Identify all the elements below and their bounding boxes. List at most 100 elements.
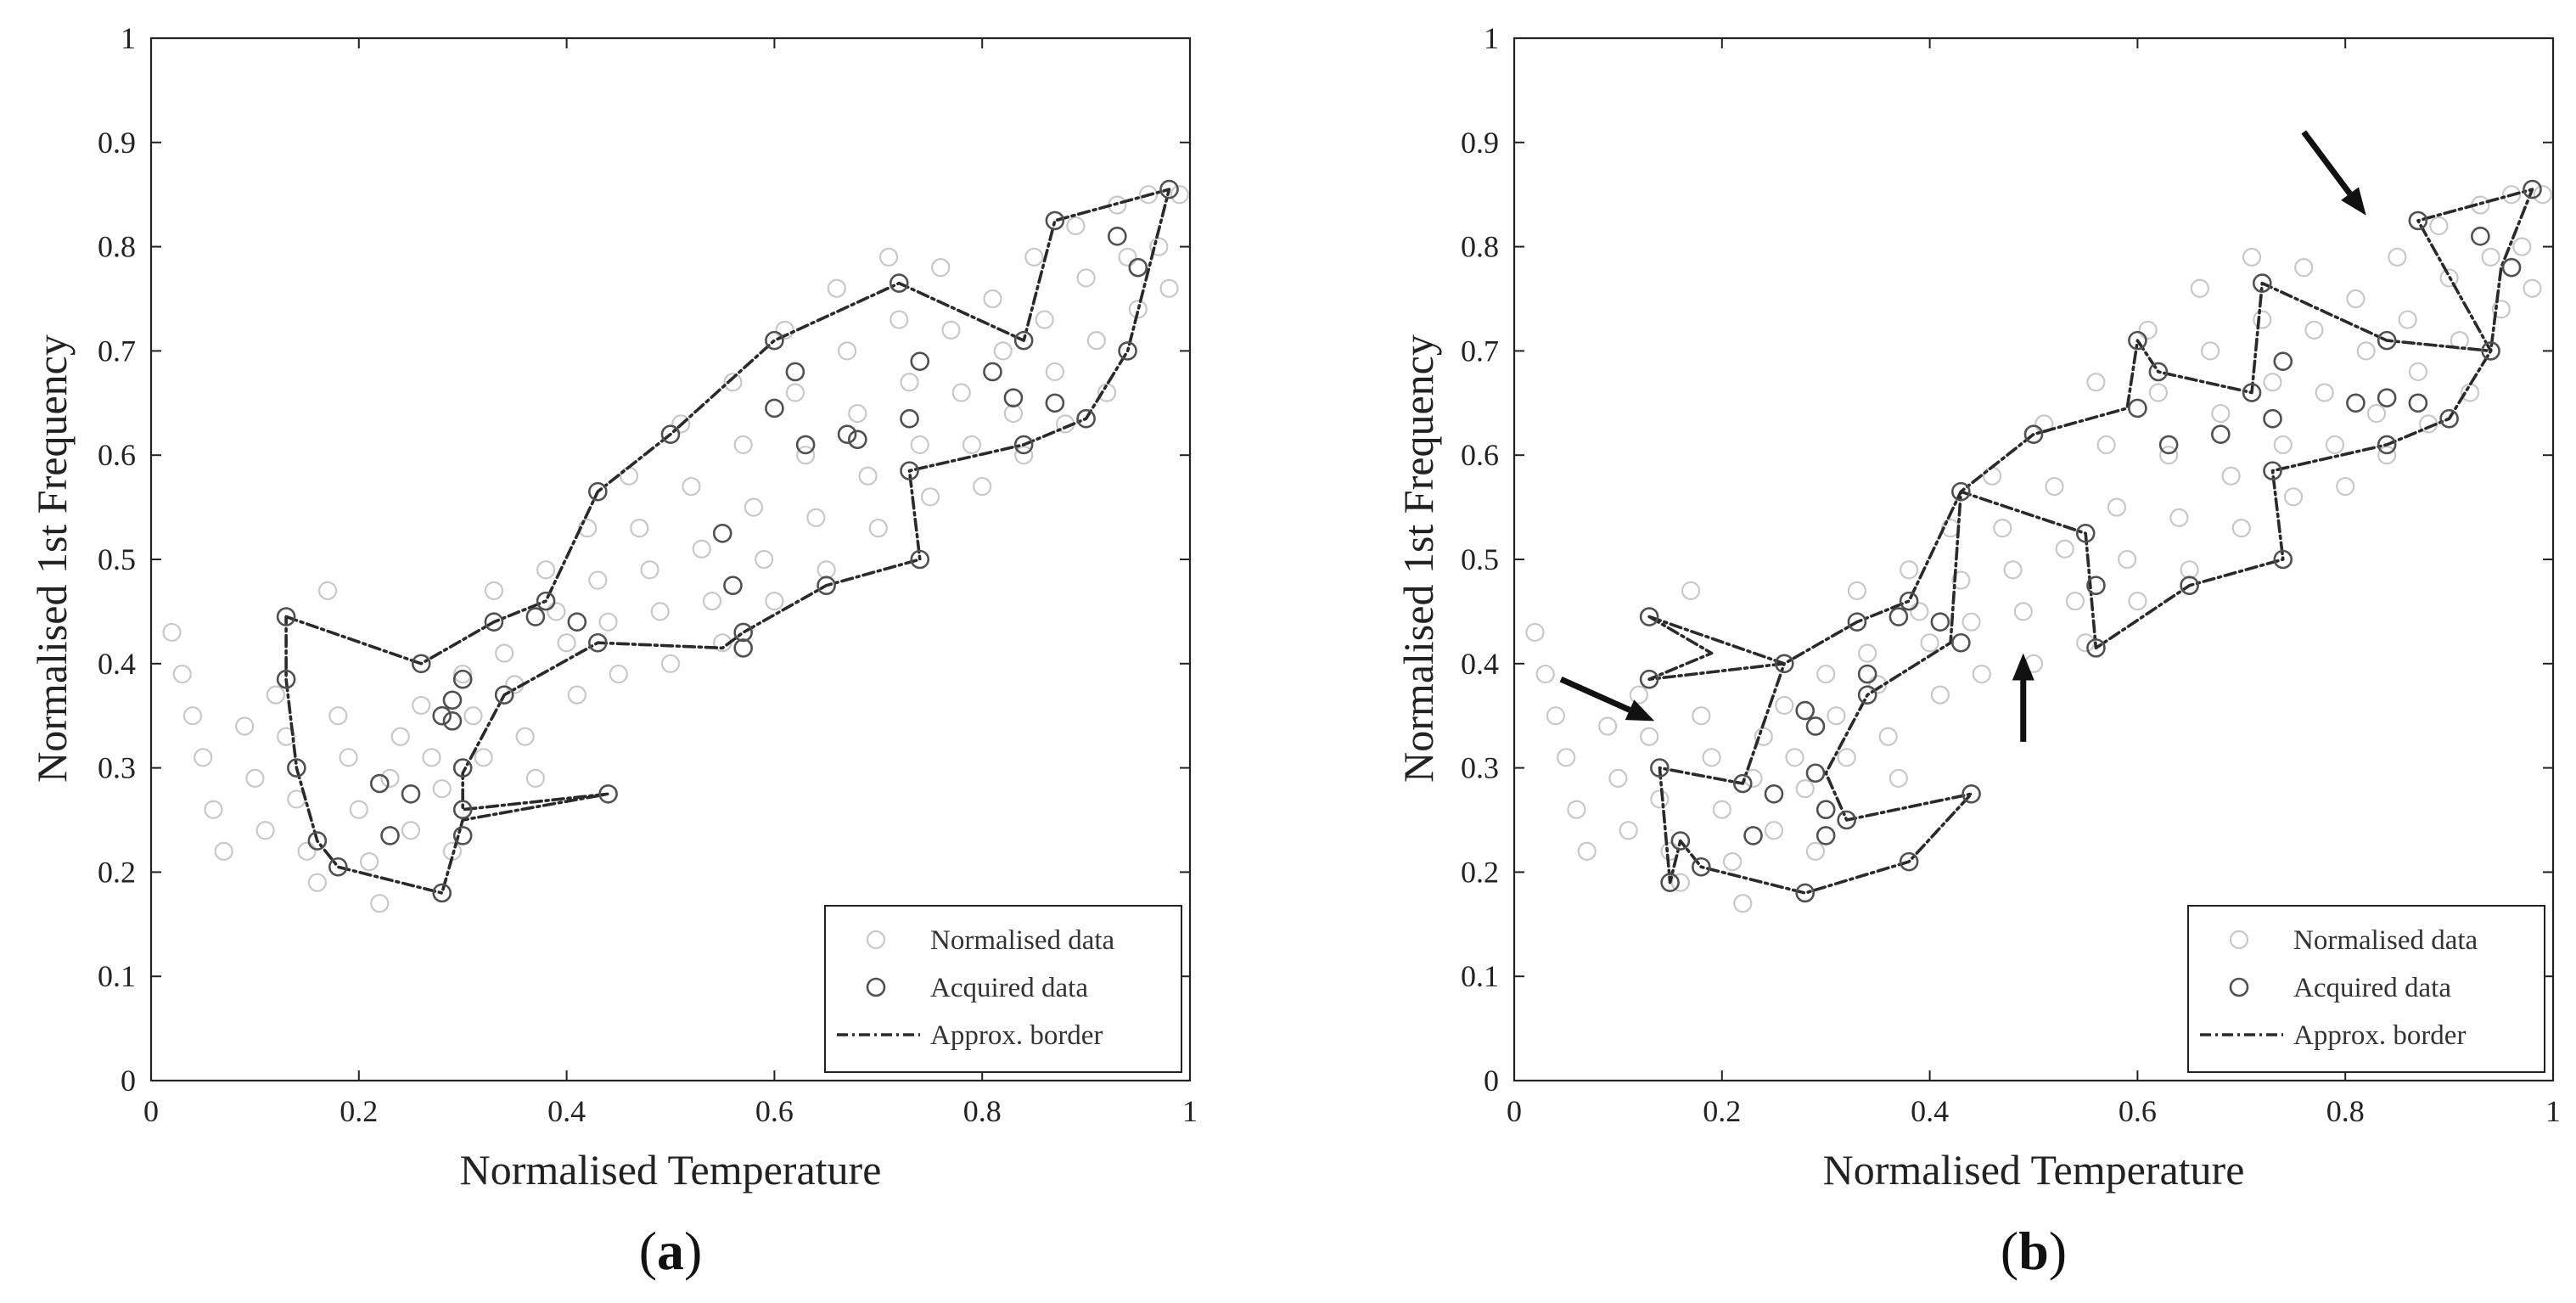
normalised-data-point [702,592,722,611]
normalised-data-point [1733,894,1753,913]
acquired-data-point [848,430,867,450]
acquired-data-point [2148,362,2169,382]
normalised-data-point [1795,779,1815,799]
normalised-data-point [878,247,899,267]
normalised-data-point [182,706,203,726]
normalised-data-point [422,748,441,767]
normalised-data-point [796,446,816,465]
acquired-data-point [2242,383,2262,402]
legend-symbol-normalised [2229,930,2249,950]
normalised-data-point [2128,592,2147,611]
legend-symbol-acquired [2229,977,2249,997]
normalised-data-point [2439,268,2459,288]
normalised-data-point [1598,716,1618,736]
x-tick-label: 0.6 [755,1094,794,1128]
acquired-data-point [1670,831,1691,851]
acquired-data-point [1795,700,1816,721]
acquired-data-point [494,685,514,705]
normalised-data-point [993,341,1013,361]
y-tick-labels-a: 0 0.1 0.2 0.3 0.4 0.5 0.6 0.7 0.8 0.9 1 [98,21,136,1098]
normalised-data-point [1525,622,1545,643]
acquired-data-point [1639,607,1659,626]
normalised-data-point [2096,435,2116,455]
normalised-data-point [359,852,379,872]
acquired-data-point [1692,856,1711,877]
normalised-data-point [194,748,213,767]
acquired-data-point [1805,716,1826,736]
acquired-data-point [1816,800,1836,820]
acquired-data-point [452,800,473,820]
approx-border-line [1647,188,2534,895]
acquired-data-point [1764,783,1784,804]
acquired-data-point [2377,435,2397,455]
acquired-data-point [900,461,919,480]
normalised-data-point [2242,247,2262,267]
normalised-data-point [2429,216,2449,236]
approx-border-line [284,188,1171,895]
normalised-data-point [536,560,556,580]
normalised-data-point [2013,602,2033,621]
annotation-arrow [1559,677,1655,722]
normalised-data-point [255,821,275,840]
acquired-data-point [588,632,608,653]
normalised-points-a [162,185,1189,913]
acquired-data-point [307,831,328,851]
acquired-data-point [1857,664,1877,684]
x-tick-label: 0.8 [2326,1094,2365,1128]
y-tick-label: 0.6 [1461,438,1499,472]
x-tick-label: 0.2 [1703,1094,1741,1128]
normalised-data-point [1930,685,1950,705]
normalised-data-point [380,768,400,788]
acquired-data-point [1013,330,1034,351]
acquired-data-point [1045,393,1065,413]
normalised-data-point [2263,373,2282,392]
acquired-data-point [1660,873,1680,892]
normalised-data-point [640,560,659,580]
normalised-data-point [1577,841,1597,861]
normalised-data-point [235,716,255,736]
panel-letter-b: b [2018,1221,2049,1281]
acquired-data-point [484,612,504,632]
acquired-data-point [2252,273,2272,293]
legend-label: Approx. border [930,1020,1103,1051]
acquired-data-point [2273,351,2293,371]
acquired-data-point [1108,227,1127,246]
acquired-data-point [733,638,753,658]
acquired-data-point [1795,883,1816,903]
acquired-data-point [837,424,857,444]
acquired-data-point [2481,341,2500,361]
normalised-data-point [1827,706,1846,726]
acquired-data-point [1013,435,1034,455]
normalised-data-point [1972,664,1991,684]
legend-symbol-normalised [866,930,886,950]
normalised-data-point [660,654,681,673]
normalised-data-point [2512,237,2532,256]
acquired-data-point [328,856,348,877]
normalised-data-point [775,320,794,340]
normalised-data-point [370,894,390,913]
normalised-data-point [1024,247,1044,267]
normalised-data-point [682,476,701,497]
normalised-data-point [598,612,618,632]
panel-b: 0 0.1 0.2 0.3 0.4 0.5 0.6 0.7 0.8 0.9 1 0 0.2 0.4 0.6… [1395,21,2561,1281]
y-tick-label: 0.2 [1461,855,1499,889]
normalised-data-point [2450,331,2469,351]
normalised-data-point [910,435,929,455]
acquired-data-point [2128,330,2147,351]
normalised-data-point [557,633,576,653]
normalised-data-point [931,258,951,278]
normalised-data-point [277,727,296,746]
normalised-data-point [630,519,649,538]
acquired-data-point [733,622,753,643]
x-tick-label: 0.2 [340,1094,378,1128]
normalised-data-point [1546,706,1566,726]
normalised-data-point [2065,592,2085,611]
acquired-data-point [1899,851,1919,872]
y-tick-label: 0.7 [98,334,136,368]
arrow-shaft [1559,677,1631,713]
acquired-data-point [287,758,306,778]
x-tick-label: 1 [2545,1094,2561,1128]
x-tick-label: 0.6 [2119,1094,2157,1128]
normalised-data-point [1920,633,1939,653]
y-tick-label: 0.9 [1461,126,1499,160]
